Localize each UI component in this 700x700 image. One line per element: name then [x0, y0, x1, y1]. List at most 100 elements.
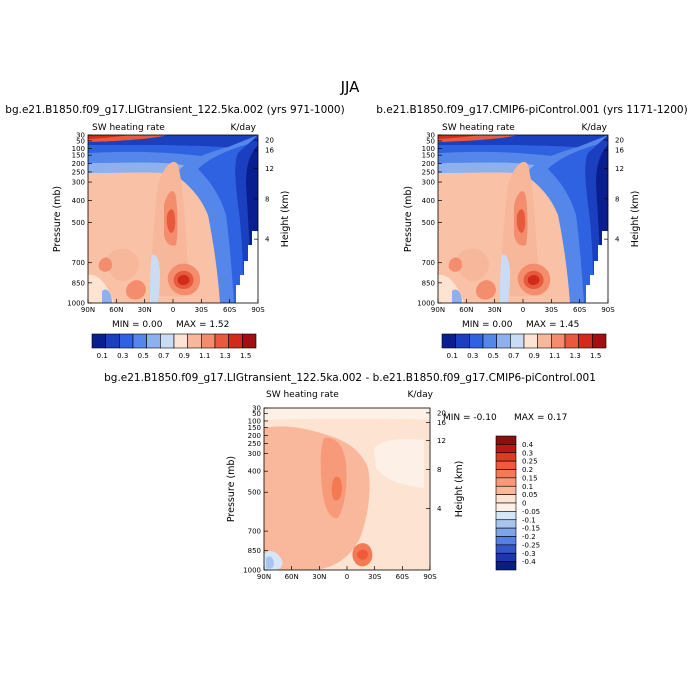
colorbar-swatch [564, 333, 579, 349]
y-tick-label: 700 [72, 259, 85, 267]
colorbar-label: -0.05 [522, 508, 540, 516]
x-tick-label: 60N [285, 573, 299, 581]
colorbar-label: 0 [522, 500, 526, 508]
y-tick-label: 850 [248, 547, 261, 555]
colorbar-swatch [214, 333, 229, 349]
colorbar-label: 1.5 [590, 352, 601, 360]
height-tick-label: 12 [437, 437, 446, 445]
colorbar-label: 1.1 [199, 352, 210, 360]
x-tick-label: 30N [488, 306, 502, 314]
panel1-ylabel-right: Height (km) [280, 191, 291, 248]
colorbar-swatch [537, 333, 552, 349]
colorbar-swatch [469, 333, 484, 349]
colorbar-label: 0.05 [522, 491, 538, 499]
panel2-max: MAX = 1.45 [526, 320, 579, 330]
x-tick-label: 90S [251, 306, 265, 314]
y-tick-label: 700 [248, 528, 261, 536]
panel1-title: bg.e21.B1850.f09_g17.LIGtransient_122.5k… [5, 104, 344, 116]
colorbar-label: 0.1 [97, 352, 108, 360]
y-tick-label: 200 [248, 432, 261, 440]
colorbar-swatch [119, 333, 134, 349]
x-tick-label: 90S [601, 306, 615, 314]
colorbar-label: -0.25 [522, 541, 540, 549]
panel2-subtitle-left: SW heating rate [442, 123, 515, 133]
colorbar-swatch [496, 333, 511, 349]
y-tick-label: 150 [422, 152, 435, 160]
colorbar-swatch [242, 333, 257, 349]
colorbar-swatch [187, 333, 202, 349]
y-tick-label: 1000 [243, 567, 261, 575]
height-tick-label: 8 [615, 195, 619, 203]
colorbar-label: -0.2 [522, 533, 536, 541]
colorbar-label: 0.9 [179, 352, 190, 360]
y-tick-label: 250 [72, 168, 85, 176]
y-tick-label: 500 [248, 489, 261, 497]
colorbar-swatch [146, 333, 161, 349]
x-tick-label: 30N [138, 306, 152, 314]
figure-title: JJA [340, 78, 361, 96]
panel1-subtitle-left: SW heating rate [92, 123, 165, 133]
panel3-min: MIN = -0.10 [443, 413, 497, 423]
y-tick-label: 1000 [67, 300, 85, 308]
colorbar-label: 1.5 [240, 352, 251, 360]
y-tick-label: 150 [72, 152, 85, 160]
y-tick-label: 50 [426, 137, 435, 145]
panel2-ylabel: Pressure (mb) [403, 186, 414, 252]
panel1-subtitle-right: K/day [231, 123, 257, 133]
height-tick-label: 4 [265, 236, 270, 244]
colorbar-label: 0.5 [488, 352, 499, 360]
colorbar-label: -0.15 [522, 525, 540, 533]
height-tick-label: 16 [615, 147, 624, 155]
y-tick-label: 250 [248, 440, 261, 448]
y-tick-label: 50 [76, 137, 85, 145]
y-tick-label: 300 [248, 450, 261, 458]
y-tick-label: 100 [422, 145, 435, 153]
colorbar-swatch [578, 333, 593, 349]
panel-picontrol: b.e21.B1850.f09_g17.CMIP6-piControl.001 … [376, 104, 687, 360]
height-tick-label: 8 [265, 195, 269, 203]
x-tick-label: 90N [257, 573, 271, 581]
colorbar-swatch [160, 333, 175, 349]
panel1-max: MAX = 1.52 [176, 320, 229, 330]
y-tick-label: 300 [422, 179, 435, 187]
colorbar-label: 0.2 [522, 466, 533, 474]
x-tick-label: 90N [431, 306, 445, 314]
colorbar-swatch [495, 511, 517, 521]
height-tick-label: 4 [615, 236, 620, 244]
height-tick-label: 12 [615, 165, 624, 173]
colorbar-swatch [495, 536, 517, 546]
colorbar-label: 1.3 [570, 352, 581, 360]
y-tick-label: 400 [72, 197, 85, 205]
y-tick-label: 50 [252, 410, 261, 418]
panel2-min: MIN = 0.00 [462, 320, 513, 330]
panel3-subtitle-right: K/day [408, 390, 434, 400]
colorbar-label: 0.1 [447, 352, 458, 360]
colorbar-swatch [495, 552, 517, 562]
panel-difference: bg.e21.B1850.f09_g17.LIGtransient_122.5k… [104, 372, 596, 581]
y-tick-label: 850 [72, 279, 85, 287]
colorbar-label: -0.1 [522, 516, 536, 524]
colorbar-label: -0.3 [522, 550, 536, 558]
y-tick-label: 30 [252, 405, 261, 413]
panel2-ylabel-right: Height (km) [630, 191, 641, 248]
colorbar-swatch [455, 333, 470, 349]
panel3-ylabel: Pressure (mb) [226, 456, 237, 522]
height-tick-label: 8 [437, 466, 441, 474]
colorbar-swatch [495, 452, 517, 462]
panel3-max: MAX = 0.17 [514, 413, 567, 423]
colorbar-swatch [495, 460, 517, 470]
colorbar-swatch [495, 469, 517, 479]
height-tick-label: 12 [265, 165, 274, 173]
y-tick-label: 700 [422, 259, 435, 267]
x-tick-label: 0 [171, 306, 175, 314]
x-tick-label: 30N [312, 573, 326, 581]
colorbar-swatch [441, 333, 456, 349]
x-tick-label: 60N [109, 306, 123, 314]
height-tick-label: 20 [265, 137, 274, 145]
x-tick-label: 60N [459, 306, 473, 314]
colorbar-swatch [495, 527, 517, 537]
colorbar-swatch [551, 333, 566, 349]
x-tick-label: 60S [223, 306, 237, 314]
panel2-title: b.e21.B1850.f09_g17.CMIP6-piControl.001 … [376, 104, 687, 116]
